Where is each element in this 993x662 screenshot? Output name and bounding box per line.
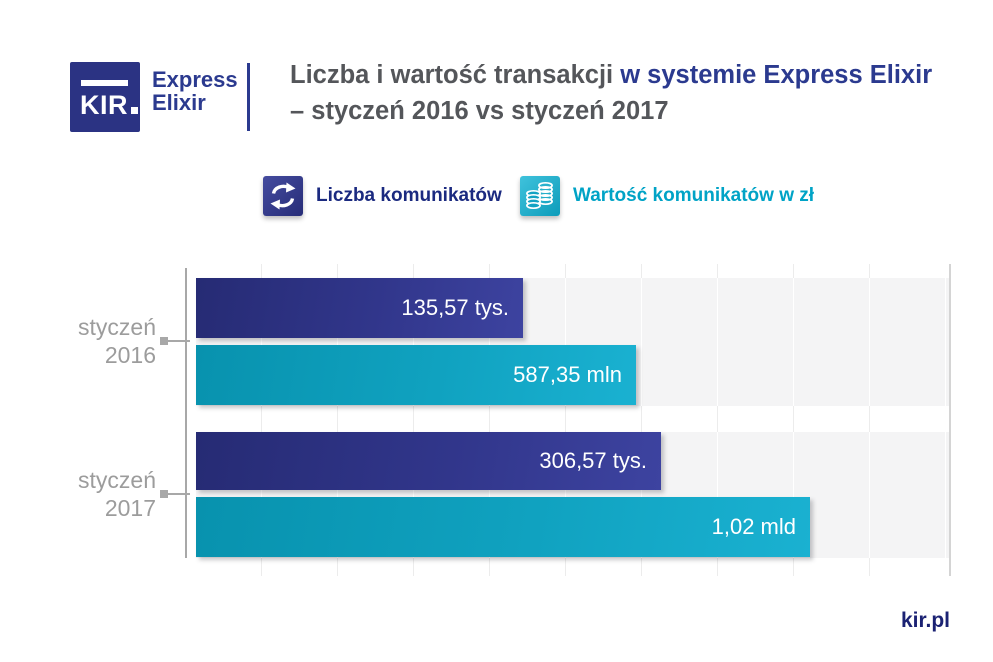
kir-logo-dot xyxy=(131,107,138,114)
bar-value-label: 1,02 mld xyxy=(711,514,796,539)
bar-2016-wartosc: 587,35 mln xyxy=(196,345,636,405)
plot-right-edge xyxy=(949,264,951,576)
brand-line-1: Express xyxy=(152,67,238,92)
sync-arrows-icon xyxy=(263,176,303,216)
gridline xyxy=(869,264,870,576)
category-line-2: 2017 xyxy=(104,495,156,521)
header-divider xyxy=(247,63,250,131)
gridline xyxy=(641,264,642,576)
gridline xyxy=(717,264,718,576)
title-line-2: – styczeń 2016 vs styczeń 2017 xyxy=(290,97,669,125)
bar-value-label: 135,57 tys. xyxy=(401,295,509,320)
bar-value-label: 587,35 mln xyxy=(513,362,622,387)
gridline xyxy=(413,264,414,576)
kir-pl-link: kir.pl xyxy=(900,609,950,632)
title-gray-part: Liczba i wartość transakcji xyxy=(290,61,614,89)
legend-label-liczba: Liczba komunikatów xyxy=(316,185,502,206)
brand-line-2: Elixir xyxy=(152,90,206,115)
title-blue-part: w systemie Express Elixir xyxy=(620,61,933,89)
coins-glyph xyxy=(526,181,553,210)
bar-2017-liczba: 306,57 tys. xyxy=(196,432,661,490)
kir-logo-text: KIR xyxy=(80,90,138,121)
y-axis-line xyxy=(185,268,187,558)
gridline xyxy=(793,264,794,576)
express-elixir-wordmark: Express Elixir xyxy=(152,68,238,114)
kir-logo xyxy=(70,62,140,132)
gridline xyxy=(565,264,566,576)
connector-square-2016 xyxy=(160,337,168,345)
category-label-2017: styczeń 2017 xyxy=(40,466,156,522)
kir-logo-wordmark: KIR xyxy=(80,90,128,120)
gridline xyxy=(337,264,338,576)
connector-line-2017 xyxy=(168,493,190,495)
page-title: Liczba i wartość transakcji w systemie Ex… xyxy=(290,57,932,129)
connector-square-2017 xyxy=(160,490,168,498)
bar-2016-liczba: 135,57 tys. xyxy=(196,278,523,338)
sync-arrows-glyph xyxy=(270,182,296,210)
category-line-1: styczeń xyxy=(78,467,156,493)
coins-icon xyxy=(520,176,560,216)
title-line-1: Liczba i wartość transakcji w systemie Ex… xyxy=(290,57,932,93)
gridline xyxy=(489,264,490,576)
category-line-1: styczeń xyxy=(78,314,156,340)
category-label-2016: styczeń 2016 xyxy=(40,313,156,369)
category-line-2: 2016 xyxy=(104,342,156,368)
kir-logo-bar xyxy=(81,80,128,86)
connector-line-2016 xyxy=(168,340,190,342)
bar-value-label: 306,57 tys. xyxy=(539,448,647,473)
legend-label-wartosc: Wartość komunikatów w zł xyxy=(573,185,815,206)
bar-2017-wartosc: 1,02 mld xyxy=(196,497,810,557)
gridline xyxy=(261,264,262,576)
